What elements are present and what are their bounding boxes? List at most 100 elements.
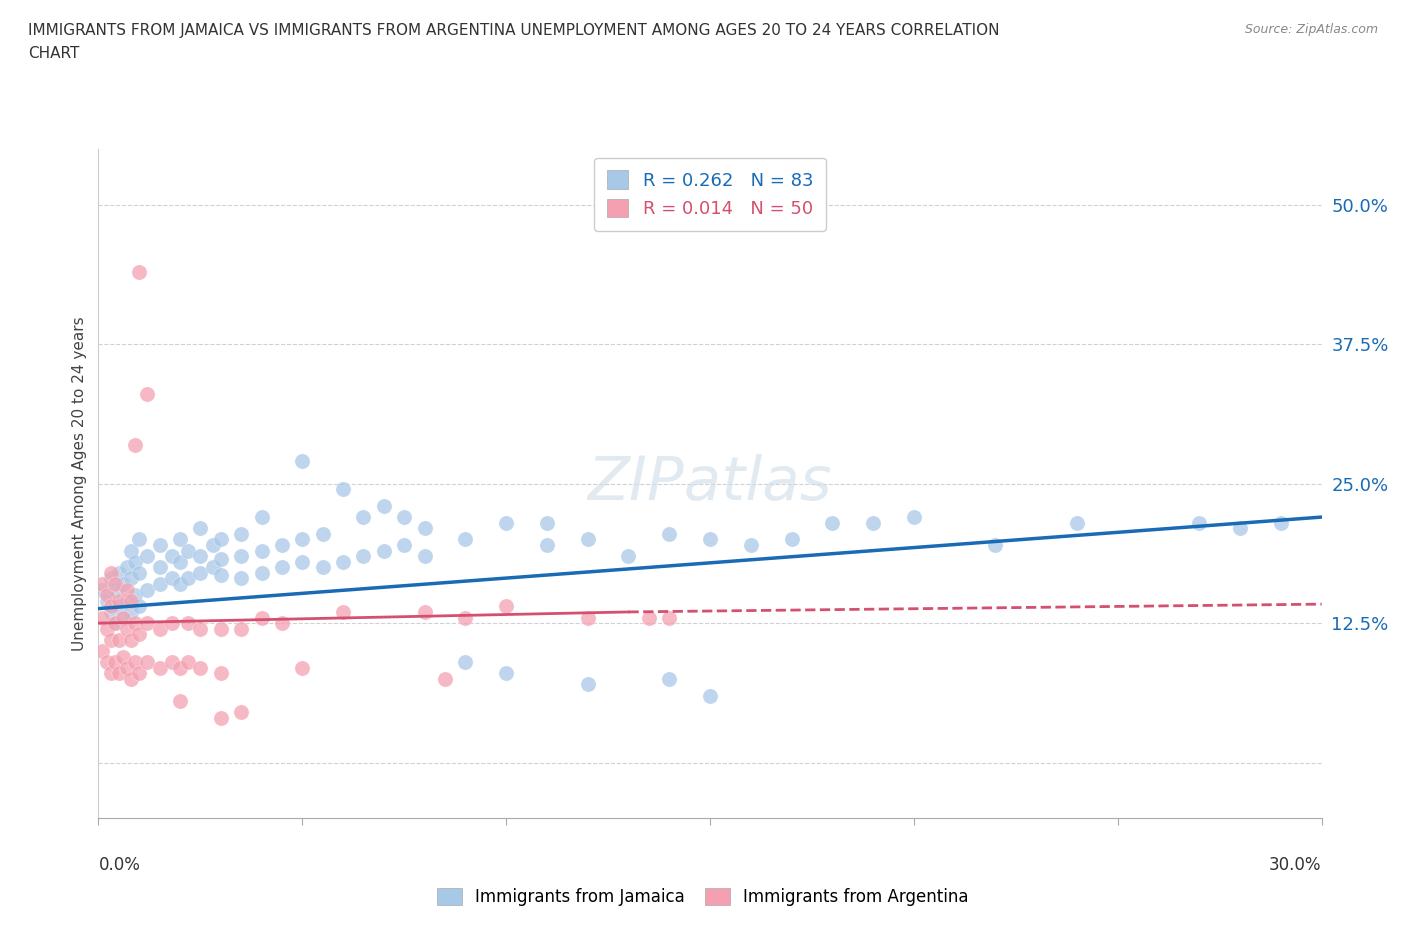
Point: [111, 610, 134, 625]
Point: [124, 588, 146, 603]
Point: [188, 565, 212, 580]
Point: [136, 387, 159, 402]
Text: IMMIGRANTS FROM JAMAICA VS IMMIGRANTS FROM ARGENTINA UNEMPLOYMENT AMONG AGES 20 : IMMIGRANTS FROM JAMAICA VS IMMIGRANTS FR…: [28, 23, 1000, 38]
Point: [120, 571, 142, 586]
Point: [392, 538, 416, 552]
Point: [149, 660, 172, 675]
Point: [120, 632, 142, 647]
Point: [495, 515, 517, 530]
Point: [209, 532, 232, 547]
Point: [250, 610, 273, 625]
Point: [291, 554, 314, 569]
Point: [637, 610, 661, 625]
Point: [352, 510, 374, 525]
Point: [104, 582, 127, 597]
Text: Source: ZipAtlas.com: Source: ZipAtlas.com: [1244, 23, 1378, 36]
Point: [373, 543, 395, 558]
Point: [1066, 515, 1088, 530]
Point: [209, 567, 232, 582]
Point: [332, 604, 354, 619]
Point: [862, 515, 884, 530]
Point: [136, 582, 159, 597]
Point: [740, 538, 762, 552]
Point: [576, 677, 599, 692]
Point: [177, 655, 200, 670]
Point: [780, 532, 803, 547]
Point: [454, 610, 477, 625]
Point: [231, 705, 253, 720]
Point: [149, 577, 172, 591]
Point: [250, 565, 273, 580]
Point: [495, 599, 517, 614]
Point: [169, 577, 191, 591]
Point: [177, 571, 200, 586]
Point: [108, 599, 131, 614]
Point: [332, 482, 354, 497]
Point: [149, 538, 172, 552]
Point: [91, 577, 114, 591]
Point: [128, 264, 150, 279]
Point: [128, 532, 150, 547]
Point: [169, 554, 191, 569]
Point: [177, 616, 200, 631]
Point: [100, 666, 122, 681]
Point: [699, 688, 721, 703]
Point: [124, 437, 146, 452]
Point: [312, 526, 335, 541]
Point: [658, 610, 681, 625]
Point: [536, 538, 558, 552]
Point: [392, 510, 416, 525]
Point: [128, 599, 150, 614]
Point: [124, 554, 146, 569]
Point: [352, 549, 374, 564]
Point: [169, 532, 191, 547]
Point: [231, 621, 253, 636]
Point: [209, 666, 232, 681]
Point: [100, 632, 122, 647]
Point: [984, 538, 1007, 552]
Point: [160, 549, 183, 564]
Point: [169, 660, 191, 675]
Point: [111, 649, 134, 664]
Point: [120, 671, 142, 686]
Point: [111, 577, 134, 591]
Point: [454, 532, 477, 547]
Point: [108, 632, 131, 647]
Point: [160, 616, 183, 631]
Point: [270, 560, 294, 575]
Point: [91, 582, 114, 597]
Point: [136, 549, 159, 564]
Point: [291, 660, 314, 675]
Point: [536, 515, 558, 530]
Point: [120, 543, 142, 558]
Point: [128, 666, 150, 681]
Point: [120, 604, 142, 619]
Point: [100, 571, 122, 586]
Y-axis label: Unemployment Among Ages 20 to 24 years: Unemployment Among Ages 20 to 24 years: [72, 316, 87, 651]
Point: [96, 588, 118, 603]
Point: [188, 660, 212, 675]
Point: [291, 532, 314, 547]
Point: [96, 655, 118, 670]
Point: [201, 560, 224, 575]
Point: [136, 616, 159, 631]
Point: [188, 621, 212, 636]
Point: [160, 655, 183, 670]
Point: [115, 621, 138, 636]
Point: [120, 593, 142, 608]
Point: [1270, 515, 1292, 530]
Text: 30.0%: 30.0%: [1270, 856, 1322, 873]
Point: [454, 655, 477, 670]
Point: [201, 538, 224, 552]
Point: [108, 593, 131, 608]
Point: [149, 560, 172, 575]
Point: [188, 521, 212, 536]
Legend: R = 0.262   N = 83, R = 0.014   N = 50: R = 0.262 N = 83, R = 0.014 N = 50: [595, 158, 825, 231]
Point: [250, 543, 273, 558]
Point: [115, 660, 138, 675]
Point: [617, 549, 640, 564]
Point: [250, 510, 273, 525]
Point: [576, 532, 599, 547]
Point: [291, 454, 314, 469]
Point: [128, 627, 150, 642]
